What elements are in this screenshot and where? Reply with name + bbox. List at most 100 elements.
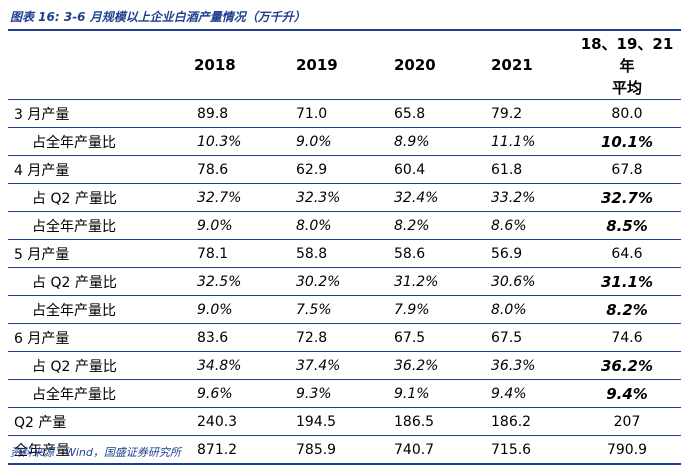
row-label: 全年产量 [8, 435, 186, 465]
cell-average: 36.2% [573, 351, 681, 380]
cell-value: 72.8 [286, 323, 384, 352]
table-row: 占全年产量比 9.0% 7.5% 7.9% 8.0% 8.2% [8, 295, 681, 324]
cell-value: 67.5 [481, 323, 573, 352]
cell-value: 30.2% [286, 267, 384, 296]
cell-value: 11.1% [481, 127, 573, 156]
cell-value: 9.6% [186, 379, 286, 408]
header-2018: 2018 [186, 31, 286, 100]
cell-value: 7.5% [286, 295, 384, 324]
cell-value: 71.0 [286, 99, 384, 128]
cell-value: 10.3% [186, 127, 286, 156]
header-average: 18、19、21 年 平均 [573, 31, 681, 100]
cell-value: 78.1 [186, 239, 286, 268]
table-row: Q2 产量 240.3 194.5 186.5 186.2 207 [8, 407, 681, 436]
cell-value: 8.2% [384, 211, 481, 240]
header-average-line2: 平均 [611, 79, 642, 97]
cell-value: 32.4% [384, 183, 481, 212]
cell-value: 78.6 [186, 155, 286, 184]
cell-value: 60.4 [384, 155, 481, 184]
table-header-row: 2018 2019 2020 2021 18、19、21 年 平均 [8, 31, 681, 100]
cell-value: 9.0% [286, 127, 384, 156]
row-label: 3 月产量 [8, 99, 186, 128]
cell-value: 56.9 [481, 239, 573, 268]
cell-average: 9.4% [573, 379, 681, 408]
cell-average: 64.6 [573, 239, 681, 268]
table-row: 全年产量 871.2 785.9 740.7 715.6 790.9 [8, 435, 681, 465]
cell-average: 32.7% [573, 183, 681, 212]
cell-average: 8.2% [573, 295, 681, 324]
row-label: 占全年产量比 [8, 379, 186, 408]
cell-average: 790.9 [573, 435, 681, 465]
source-note: 资料来源：Wind，国盛证券研究所 [10, 446, 181, 459]
table-row: 5 月产量 78.1 58.8 58.6 56.9 64.6 [8, 239, 681, 268]
cell-value: 871.2 [186, 435, 286, 465]
cell-value: 61.8 [481, 155, 573, 184]
row-label: 占 Q2 产量比 [8, 183, 186, 212]
header-blank [8, 31, 186, 100]
cell-average: 10.1% [573, 127, 681, 156]
cell-value: 34.8% [186, 351, 286, 380]
cell-value: 36.2% [384, 351, 481, 380]
cell-value: 186.2 [481, 407, 573, 436]
cell-value: 194.5 [286, 407, 384, 436]
row-label: 占全年产量比 [8, 295, 186, 324]
cell-value: 186.5 [384, 407, 481, 436]
cell-value: 37.4% [286, 351, 384, 380]
header-2019: 2019 [286, 31, 384, 100]
figure-title: 图表 16: 3-6 月规模以上企业白酒产量情况（万千升） [10, 10, 306, 24]
row-label: 5 月产量 [8, 239, 186, 268]
cell-value: 89.8 [186, 99, 286, 128]
table-row: 6 月产量 83.6 72.8 67.5 67.5 74.6 [8, 323, 681, 352]
table-row: 占 Q2 产量比 32.5% 30.2% 31.2% 30.6% 31.1% [8, 267, 681, 296]
cell-average: 80.0 [573, 99, 681, 128]
cell-value: 30.6% [481, 267, 573, 296]
table-row: 占 Q2 产量比 34.8% 37.4% 36.2% 36.3% 36.2% [8, 351, 681, 380]
cell-average: 207 [573, 407, 681, 436]
table-row: 3 月产量 89.8 71.0 65.8 79.2 80.0 [8, 99, 681, 128]
cell-average: 8.5% [573, 211, 681, 240]
production-table: 2018 2019 2020 2021 18、19、21 年 平均 3 月产量 8… [8, 31, 681, 465]
row-label: 占全年产量比 [8, 127, 186, 156]
cell-value: 8.6% [481, 211, 573, 240]
row-label: 4 月产量 [8, 155, 186, 184]
cell-value: 715.6 [481, 435, 573, 465]
header-2020: 2020 [384, 31, 481, 100]
row-label: 占全年产量比 [8, 211, 186, 240]
cell-value: 62.9 [286, 155, 384, 184]
row-label: 占 Q2 产量比 [8, 351, 186, 380]
table-row: 占全年产量比 10.3% 9.0% 8.9% 11.1% 10.1% [8, 127, 681, 156]
cell-average: 74.6 [573, 323, 681, 352]
header-2021: 2021 [481, 31, 573, 100]
cell-average: 31.1% [573, 267, 681, 296]
table-row: 占全年产量比 9.6% 9.3% 9.1% 9.4% 9.4% [8, 379, 681, 408]
cell-value: 8.0% [481, 295, 573, 324]
cell-value: 67.5 [384, 323, 481, 352]
cell-value: 9.0% [186, 295, 286, 324]
cell-value: 58.8 [286, 239, 384, 268]
row-label: Q2 产量 [8, 407, 186, 436]
row-label: 6 月产量 [8, 323, 186, 352]
cell-average: 67.8 [573, 155, 681, 184]
table-row: 占 Q2 产量比 32.7% 32.3% 32.4% 33.2% 32.7% [8, 183, 681, 212]
cell-value: 36.3% [481, 351, 573, 380]
cell-value: 33.2% [481, 183, 573, 212]
cell-value: 32.3% [286, 183, 384, 212]
cell-value: 7.9% [384, 295, 481, 324]
cell-value: 58.6 [384, 239, 481, 268]
top-rule [8, 29, 681, 31]
cell-value: 8.0% [286, 211, 384, 240]
cell-value: 740.7 [384, 435, 481, 465]
cell-value: 8.9% [384, 127, 481, 156]
header-average-line1: 18、19、21 年 [580, 35, 674, 75]
cell-value: 9.1% [384, 379, 481, 408]
row-label: 占 Q2 产量比 [8, 267, 186, 296]
cell-value: 9.3% [286, 379, 384, 408]
cell-value: 9.4% [481, 379, 573, 408]
table-row: 4 月产量 78.6 62.9 60.4 61.8 67.8 [8, 155, 681, 184]
cell-value: 83.6 [186, 323, 286, 352]
cell-value: 79.2 [481, 99, 573, 128]
cell-value: 785.9 [286, 435, 384, 465]
cell-value: 240.3 [186, 407, 286, 436]
cell-value: 32.7% [186, 183, 286, 212]
cell-value: 65.8 [384, 99, 481, 128]
